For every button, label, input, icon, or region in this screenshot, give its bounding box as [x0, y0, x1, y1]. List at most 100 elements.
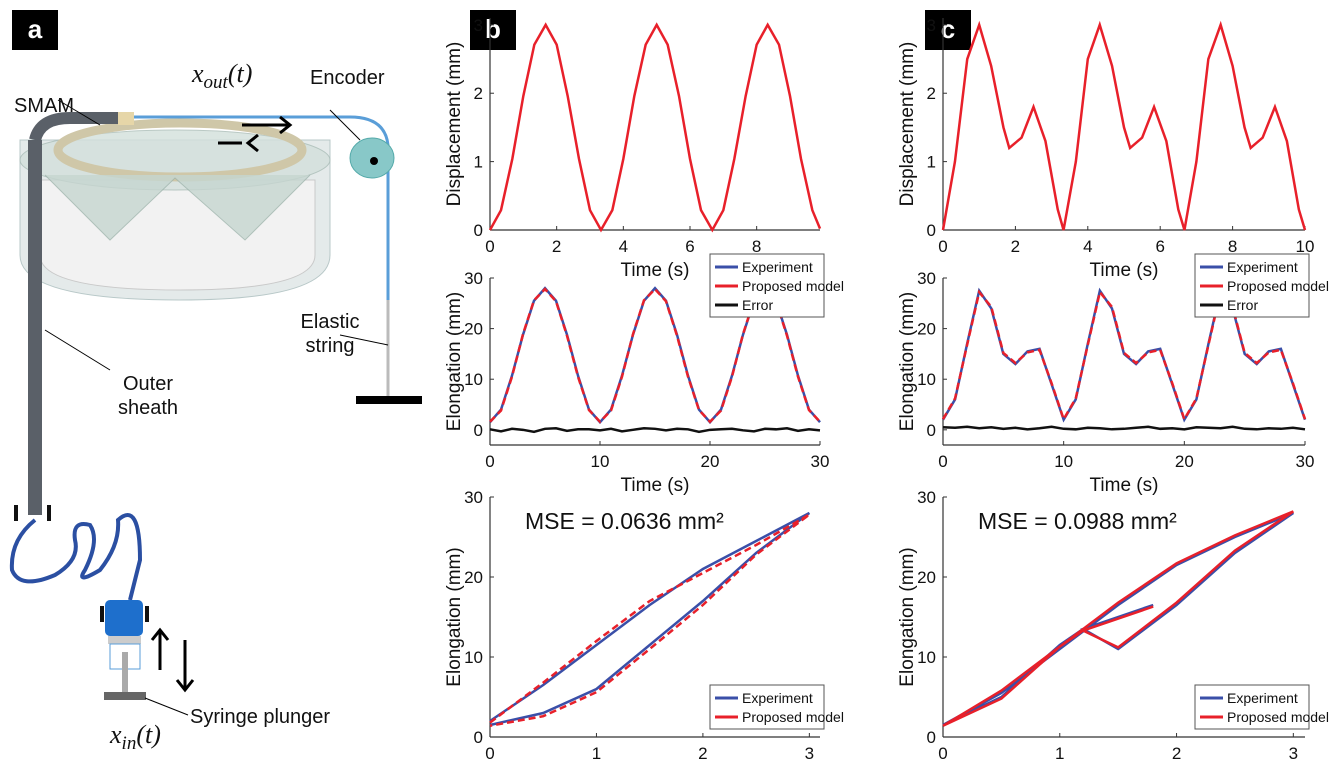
y-tick-label: 10 [464, 648, 483, 667]
x-tick-label: 30 [811, 452, 830, 471]
x-tick-label: 4 [1083, 237, 1092, 256]
y-tick-label: 0 [474, 221, 483, 240]
legend-label: Experiment [1227, 690, 1298, 706]
y-tick-label: 10 [464, 370, 483, 389]
x-tick-label: 0 [938, 744, 947, 763]
diagram-label: string [306, 335, 355, 357]
legend-label: Error [1227, 297, 1258, 313]
data-line [941, 289, 1307, 423]
math-arg: (t) [228, 59, 253, 88]
legend-label: Proposed model [742, 709, 844, 725]
panel-label: c [941, 14, 955, 44]
x-tick-label: 2 [552, 237, 561, 256]
x-tick-label: 1 [1055, 744, 1064, 763]
y-tick-label: 2 [927, 84, 936, 103]
x-tick-label: 10 [1296, 237, 1315, 256]
x-tick-label: 8 [1228, 237, 1237, 256]
x-axis-label: Time (s) [1090, 475, 1159, 496]
legend-label: Experiment [1227, 259, 1298, 275]
panel-label: a [28, 14, 43, 44]
x-tick-label: 0 [938, 452, 947, 471]
y-tick-label: 2 [474, 84, 483, 103]
diagram-label: sheath [118, 397, 178, 419]
x-tick-label: 1 [592, 744, 601, 763]
y-tick-label: 20 [917, 320, 936, 339]
device-drawing [9, 99, 422, 716]
data-line [942, 425, 1306, 431]
legend-box [709, 684, 825, 730]
x-tick-label: 2 [1172, 744, 1181, 763]
legend-box [1194, 684, 1310, 730]
y-axis-label: Elongation (mm) [444, 292, 465, 431]
y-tick-label: 0 [927, 221, 936, 240]
diagram-label: Elastic [301, 311, 360, 333]
y-tick-label: 0 [927, 728, 936, 747]
x-axis-label: Time (s) [621, 475, 690, 496]
legend-label: Error [742, 297, 773, 313]
x-tick-label: 0 [485, 237, 494, 256]
x-tick-label: 8 [752, 237, 761, 256]
math-base: x [109, 720, 122, 749]
legend-label: Experiment [742, 259, 813, 275]
x-tick-label: 0 [938, 237, 947, 256]
y-tick-label: 3 [474, 16, 483, 35]
y-tick-label: 1 [927, 153, 936, 172]
y-axis-label: Elongation (mm) [444, 547, 465, 686]
x-axis-label: Displacement (mm) [1042, 767, 1207, 769]
x-axis-label: Time (s) [1090, 260, 1159, 281]
x-tick-label: 4 [619, 237, 628, 256]
math-base: x [191, 59, 204, 88]
panel-box [12, 10, 58, 50]
legend-label: Proposed model [1227, 278, 1329, 294]
data-line [489, 427, 821, 434]
diagram-math-label: xin(t) [109, 720, 161, 754]
x-tick-label: 2 [698, 744, 707, 763]
math-sub: in [122, 733, 137, 754]
x-tick-label: 3 [1289, 744, 1298, 763]
y-axis-label: Elongation (mm) [897, 547, 918, 686]
x-tick-label: 10 [591, 452, 610, 471]
x-tick-label: 6 [1155, 237, 1164, 256]
x-tick-label: 3 [805, 744, 814, 763]
y-tick-label: 30 [917, 269, 936, 288]
y-tick-label: 0 [474, 421, 483, 440]
x-axis-label: Displacement (mm) [573, 767, 738, 769]
diagram-label: Outer [123, 373, 173, 395]
legend-label: Proposed model [1227, 709, 1329, 725]
y-axis-label: Displacement (mm) [897, 42, 918, 207]
data-line [489, 511, 811, 727]
x-axis-label: Time (s) [621, 260, 690, 281]
y-tick-label: 0 [927, 421, 936, 440]
x-tick-label: 0 [485, 744, 494, 763]
panel-box [925, 10, 971, 50]
diagram-math-label: xout(t) [191, 59, 252, 93]
panel-label: b [485, 14, 501, 44]
y-axis-label: Elongation (mm) [897, 292, 918, 431]
diagram-label: SMAM [14, 95, 74, 117]
x-tick-label: 10 [1054, 452, 1073, 471]
y-tick-label: 20 [464, 320, 483, 339]
y-tick-label: 30 [464, 269, 483, 288]
data-line [941, 20, 1307, 231]
data-line [488, 22, 822, 233]
x-tick-label: 0 [485, 452, 494, 471]
x-tick-label: 30 [1296, 452, 1315, 471]
x-tick-label: 20 [1175, 452, 1194, 471]
diagram-label: Encoder [310, 67, 385, 89]
x-tick-label: 20 [701, 452, 720, 471]
legend-label: Proposed model [742, 278, 844, 294]
annotation: MSE = 0.0988 mm² [978, 508, 1177, 534]
y-tick-label: 20 [464, 568, 483, 587]
y-tick-label: 30 [464, 488, 483, 507]
legend-label: Experiment [742, 690, 813, 706]
x-tick-label: 6 [685, 237, 694, 256]
y-tick-label: 3 [927, 16, 936, 35]
y-tick-label: 1 [474, 153, 483, 172]
y-tick-label: 10 [917, 648, 936, 667]
annotation: MSE = 0.0636 mm² [525, 508, 724, 534]
panel-box [470, 10, 516, 50]
y-tick-label: 30 [917, 488, 936, 507]
y-tick-label: 20 [917, 568, 936, 587]
math-sub: out [204, 72, 229, 93]
